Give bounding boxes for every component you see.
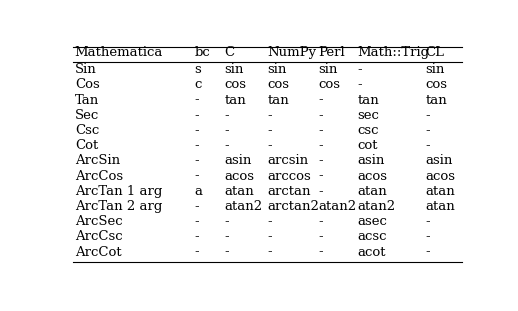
Text: asin: asin xyxy=(357,154,384,167)
Text: -: - xyxy=(225,139,229,152)
Text: -: - xyxy=(195,215,199,228)
Text: sin: sin xyxy=(267,63,287,76)
Text: Sec: Sec xyxy=(75,109,99,122)
Text: tan: tan xyxy=(426,94,448,107)
Text: ArcTan 2 arg: ArcTan 2 arg xyxy=(75,200,162,213)
Text: -: - xyxy=(319,245,323,258)
Text: arcsin: arcsin xyxy=(267,154,309,167)
Text: cot: cot xyxy=(357,139,378,152)
Text: asin: asin xyxy=(426,154,453,167)
Text: Tan: Tan xyxy=(75,94,99,107)
Text: acos: acos xyxy=(225,169,254,183)
Text: -: - xyxy=(195,230,199,243)
Text: -: - xyxy=(225,109,229,122)
Text: sin: sin xyxy=(319,63,338,76)
Text: atan2: atan2 xyxy=(319,200,357,213)
Text: atan2: atan2 xyxy=(357,200,395,213)
Text: arccos: arccos xyxy=(267,169,311,183)
Text: Mathematica: Mathematica xyxy=(75,46,163,58)
Text: cos: cos xyxy=(426,78,448,91)
Text: ArcSin: ArcSin xyxy=(75,154,120,167)
Text: Math::Trig: Math::Trig xyxy=(357,46,429,58)
Text: -: - xyxy=(426,109,430,122)
Text: atan: atan xyxy=(426,200,455,213)
Text: atan: atan xyxy=(225,185,254,198)
Text: -: - xyxy=(426,215,430,228)
Text: -: - xyxy=(267,215,272,228)
Text: -: - xyxy=(319,94,323,107)
Text: a: a xyxy=(195,185,203,198)
Text: acos: acos xyxy=(357,169,387,183)
Text: sin: sin xyxy=(225,63,244,76)
Text: ArcCsc: ArcCsc xyxy=(75,230,122,243)
Text: -: - xyxy=(319,154,323,167)
Text: atan: atan xyxy=(426,185,455,198)
Text: -: - xyxy=(267,230,272,243)
Text: Cos: Cos xyxy=(75,78,99,91)
Text: -: - xyxy=(225,215,229,228)
Text: -: - xyxy=(267,139,272,152)
Text: Cot: Cot xyxy=(75,139,98,152)
Text: ArcTan 1 arg: ArcTan 1 arg xyxy=(75,185,162,198)
Text: -: - xyxy=(319,169,323,183)
Text: Csc: Csc xyxy=(75,124,99,137)
Text: -: - xyxy=(357,63,362,76)
Text: -: - xyxy=(195,109,199,122)
Text: csc: csc xyxy=(357,124,379,137)
Text: NumPy: NumPy xyxy=(267,46,316,58)
Text: -: - xyxy=(195,245,199,258)
Text: -: - xyxy=(267,109,272,122)
Text: sin: sin xyxy=(426,63,445,76)
Text: -: - xyxy=(319,185,323,198)
Text: cos: cos xyxy=(267,78,290,91)
Text: -: - xyxy=(319,230,323,243)
Text: sec: sec xyxy=(357,109,379,122)
Text: -: - xyxy=(426,124,430,137)
Text: -: - xyxy=(426,139,430,152)
Text: c: c xyxy=(195,78,202,91)
Text: tan: tan xyxy=(357,94,379,107)
Text: -: - xyxy=(426,230,430,243)
Text: -: - xyxy=(319,139,323,152)
Text: arctan: arctan xyxy=(267,185,311,198)
Text: Sin: Sin xyxy=(75,63,96,76)
Text: cos: cos xyxy=(225,78,247,91)
Text: -: - xyxy=(195,200,199,213)
Text: bc: bc xyxy=(195,46,210,58)
Text: -: - xyxy=(195,169,199,183)
Text: ArcCos: ArcCos xyxy=(75,169,123,183)
Text: -: - xyxy=(357,78,362,91)
Text: -: - xyxy=(319,124,323,137)
Text: -: - xyxy=(195,139,199,152)
Text: acos: acos xyxy=(426,169,456,183)
Text: asin: asin xyxy=(225,154,252,167)
Text: -: - xyxy=(225,245,229,258)
Text: asec: asec xyxy=(357,215,387,228)
Text: Perl: Perl xyxy=(319,46,346,58)
Text: s: s xyxy=(195,63,202,76)
Text: CL: CL xyxy=(426,46,444,58)
Text: -: - xyxy=(195,94,199,107)
Text: atan: atan xyxy=(357,185,387,198)
Text: -: - xyxy=(195,154,199,167)
Text: -: - xyxy=(225,230,229,243)
Text: tan: tan xyxy=(267,94,289,107)
Text: -: - xyxy=(267,124,272,137)
Text: acsc: acsc xyxy=(357,230,387,243)
Text: -: - xyxy=(225,124,229,137)
Text: -: - xyxy=(319,109,323,122)
Text: -: - xyxy=(426,245,430,258)
Text: -: - xyxy=(195,124,199,137)
Text: arctan2: arctan2 xyxy=(267,200,319,213)
Text: atan2: atan2 xyxy=(225,200,263,213)
Text: tan: tan xyxy=(225,94,246,107)
Text: -: - xyxy=(319,215,323,228)
Text: acot: acot xyxy=(357,245,386,258)
Text: ArcCot: ArcCot xyxy=(75,245,121,258)
Text: C: C xyxy=(225,46,235,58)
Text: -: - xyxy=(267,245,272,258)
Text: ArcSec: ArcSec xyxy=(75,215,122,228)
Text: cos: cos xyxy=(319,78,341,91)
